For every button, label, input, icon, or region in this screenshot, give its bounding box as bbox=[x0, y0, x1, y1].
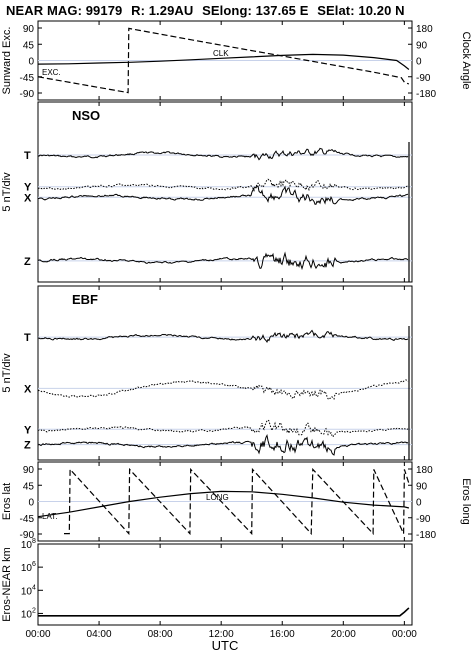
y-axis-label-right: Clock Angle bbox=[460, 31, 472, 89]
x-tick-label: 00:00 bbox=[392, 629, 417, 640]
y-tick-exponent: 6 bbox=[32, 561, 36, 568]
series-label: Y bbox=[24, 182, 32, 194]
y-tick-label: -45 bbox=[20, 514, 35, 525]
x-tick-label: 00:00 bbox=[25, 629, 50, 640]
series-line-x bbox=[37, 185, 409, 205]
series-line-y bbox=[37, 419, 409, 438]
header-title: NEAR MAG: 99179 bbox=[6, 3, 123, 18]
y-tick-label: -180 bbox=[416, 530, 436, 541]
series-label: Z bbox=[24, 256, 31, 268]
y-tick-label: -90 bbox=[416, 514, 431, 525]
y-axis-label: 5 nT/div bbox=[1, 353, 13, 393]
y-tick-label: 180 bbox=[416, 24, 433, 35]
series-line-x bbox=[37, 379, 409, 401]
series-label: Z bbox=[24, 440, 31, 452]
y-tick-label: 90 bbox=[23, 24, 35, 35]
x-tick-label: 04:00 bbox=[87, 629, 112, 640]
header-distance: R: 1.29AU bbox=[131, 3, 194, 18]
y-tick-label: 10 bbox=[21, 586, 33, 597]
y-tick-label: -45 bbox=[20, 73, 35, 84]
x-axis-label: UTC bbox=[212, 638, 239, 653]
y-axis-label: Sunward Exc. bbox=[1, 27, 13, 95]
series-label: X bbox=[24, 383, 32, 395]
series-line-long bbox=[64, 467, 410, 536]
y-tick-exponent: 8 bbox=[32, 538, 36, 545]
y-axis-label-right: Eros long bbox=[460, 478, 472, 524]
y-tick-label: 180 bbox=[416, 465, 433, 476]
y-tick-label: 90 bbox=[416, 481, 428, 492]
series-label: CLK bbox=[213, 49, 229, 58]
series-line-clk bbox=[37, 27, 410, 94]
y-tick-label: -90 bbox=[20, 530, 35, 541]
header-selat: SElat: 10.20 N bbox=[317, 3, 405, 18]
series-label: Y bbox=[24, 424, 32, 436]
x-tick-label: 08:00 bbox=[148, 629, 173, 640]
y-tick-label: 90 bbox=[23, 465, 35, 476]
y-tick-label: 45 bbox=[23, 481, 35, 492]
series-label: EXC. bbox=[42, 68, 61, 77]
y-tick-label: 45 bbox=[23, 40, 35, 51]
series-line-z bbox=[37, 434, 409, 456]
series-line-z bbox=[37, 251, 409, 271]
y-tick-label: 0 bbox=[416, 498, 422, 509]
x-tick-label: 12:00 bbox=[209, 629, 234, 640]
panel-frame-4 bbox=[37, 543, 413, 626]
y-axis-label: Eros lat bbox=[1, 483, 13, 520]
series-line-y bbox=[37, 178, 409, 193]
series-line-exc bbox=[37, 53, 410, 70]
series-label: LAT. bbox=[42, 512, 57, 521]
y-tick-label: -180 bbox=[416, 89, 436, 100]
series-label: X bbox=[24, 192, 32, 204]
y-tick-label: -90 bbox=[416, 73, 431, 84]
panel-label: EBF bbox=[72, 292, 98, 307]
x-tick-label: 20:00 bbox=[331, 629, 356, 640]
y-tick-label: 0 bbox=[28, 498, 34, 509]
series-line-t bbox=[37, 329, 409, 344]
y-tick-label: 10 bbox=[21, 540, 33, 551]
y-axis-label: Eros-NEAR km bbox=[1, 547, 13, 622]
y-tick-exponent: 4 bbox=[32, 584, 36, 591]
header-selong: SElong: 137.65 E bbox=[202, 3, 309, 18]
series-line-t bbox=[37, 147, 409, 161]
series-label: T bbox=[24, 332, 31, 344]
y-tick-label: 10 bbox=[21, 563, 33, 574]
series-label: T bbox=[24, 150, 31, 162]
header: NEAR MAG: 99179 R: 1.29AU SElong: 137.65… bbox=[6, 3, 410, 18]
y-tick-label: -90 bbox=[20, 89, 35, 100]
y-tick-label: 0 bbox=[416, 57, 422, 68]
panel-label: NSO bbox=[72, 108, 100, 123]
y-tick-label: 10 bbox=[21, 609, 33, 620]
y-tick-label: 90 bbox=[416, 40, 428, 51]
series-label: LONG bbox=[206, 493, 229, 502]
panel-frame-1 bbox=[37, 101, 413, 283]
y-axis-label: 5 nT/div bbox=[1, 172, 13, 212]
series-line-range bbox=[38, 607, 410, 617]
x-tick-label: 16:00 bbox=[270, 629, 295, 640]
y-tick-label: 0 bbox=[28, 57, 34, 68]
panel-frame-2 bbox=[37, 285, 413, 461]
y-tick-exponent: 2 bbox=[32, 607, 36, 614]
